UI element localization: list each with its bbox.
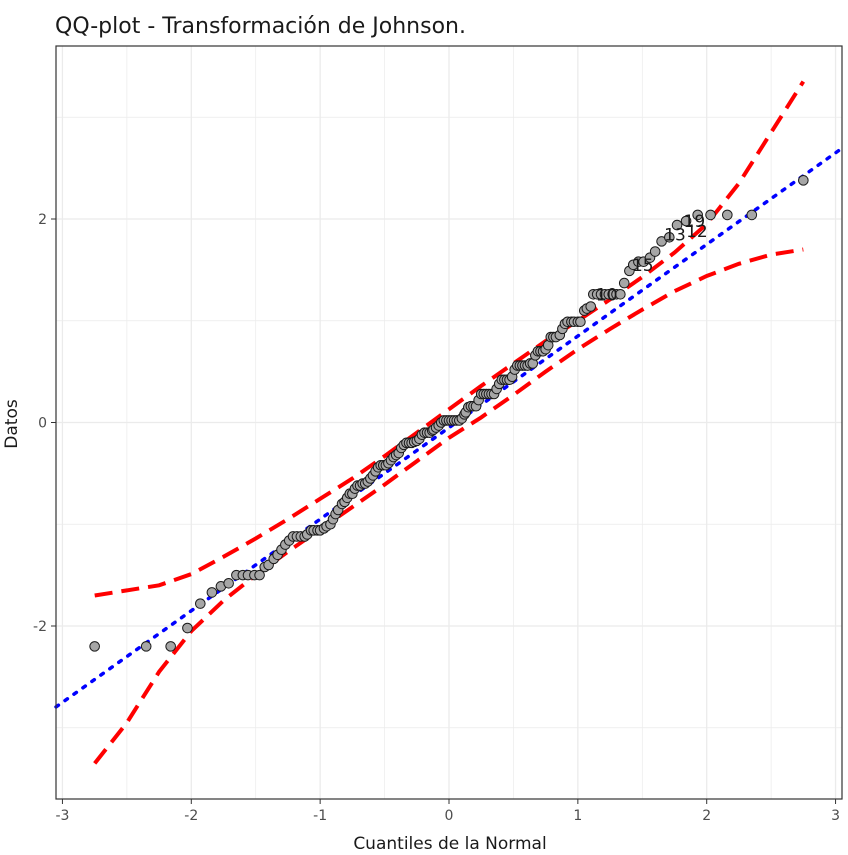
x-axis: -3 -2 -1 0 1 2 3 xyxy=(55,799,840,824)
data-point xyxy=(664,232,675,243)
reference-line xyxy=(54,146,844,709)
reference-line-group xyxy=(54,146,844,709)
y-tick-label: 0 xyxy=(38,416,47,432)
data-point xyxy=(182,622,193,634)
x-axis-title: Cuantiles de la Normal xyxy=(353,834,546,854)
x-tick-label: 0 xyxy=(445,808,454,824)
data-point xyxy=(195,598,206,609)
data-point xyxy=(618,277,630,289)
data-point xyxy=(254,569,265,581)
data-point xyxy=(746,209,758,221)
point-label: 12 xyxy=(686,222,708,242)
data-point xyxy=(680,215,692,227)
x-tick-label: -2 xyxy=(184,808,198,824)
data-point xyxy=(722,209,733,221)
data-point xyxy=(575,316,586,328)
chart-title: QQ-plot - Transformación de Johnson. xyxy=(55,14,466,39)
data-point xyxy=(165,641,176,652)
data-point xyxy=(649,246,661,257)
data-point xyxy=(206,587,218,598)
data-point xyxy=(671,219,683,231)
point-label: 19 xyxy=(684,212,706,232)
data-point xyxy=(615,288,626,300)
y-tick-label: 2 xyxy=(38,212,47,228)
data-point xyxy=(798,175,809,186)
y-axis-title: Datos xyxy=(2,399,22,449)
x-tick-label: 2 xyxy=(702,808,711,824)
point-label: 13 xyxy=(664,225,686,245)
y-tick-label: -2 xyxy=(33,619,47,635)
data-point xyxy=(223,577,234,589)
x-tick-label: 3 xyxy=(831,808,840,824)
data-point xyxy=(705,209,716,221)
x-tick-label: -3 xyxy=(55,808,69,824)
data-point xyxy=(89,641,100,652)
x-tick-label: -1 xyxy=(313,808,327,824)
data-points xyxy=(89,175,809,652)
confidence-band-lower xyxy=(93,247,804,765)
data-point xyxy=(140,641,152,652)
point-label: 10 xyxy=(596,285,618,305)
data-point xyxy=(585,301,597,312)
confidence-band xyxy=(93,80,805,765)
y-axis: -2 0 2 xyxy=(33,212,56,635)
data-point xyxy=(692,209,703,221)
x-tick-label: 1 xyxy=(573,808,582,824)
confidence-band-upper xyxy=(94,80,805,598)
point-label: 15 xyxy=(632,256,654,276)
